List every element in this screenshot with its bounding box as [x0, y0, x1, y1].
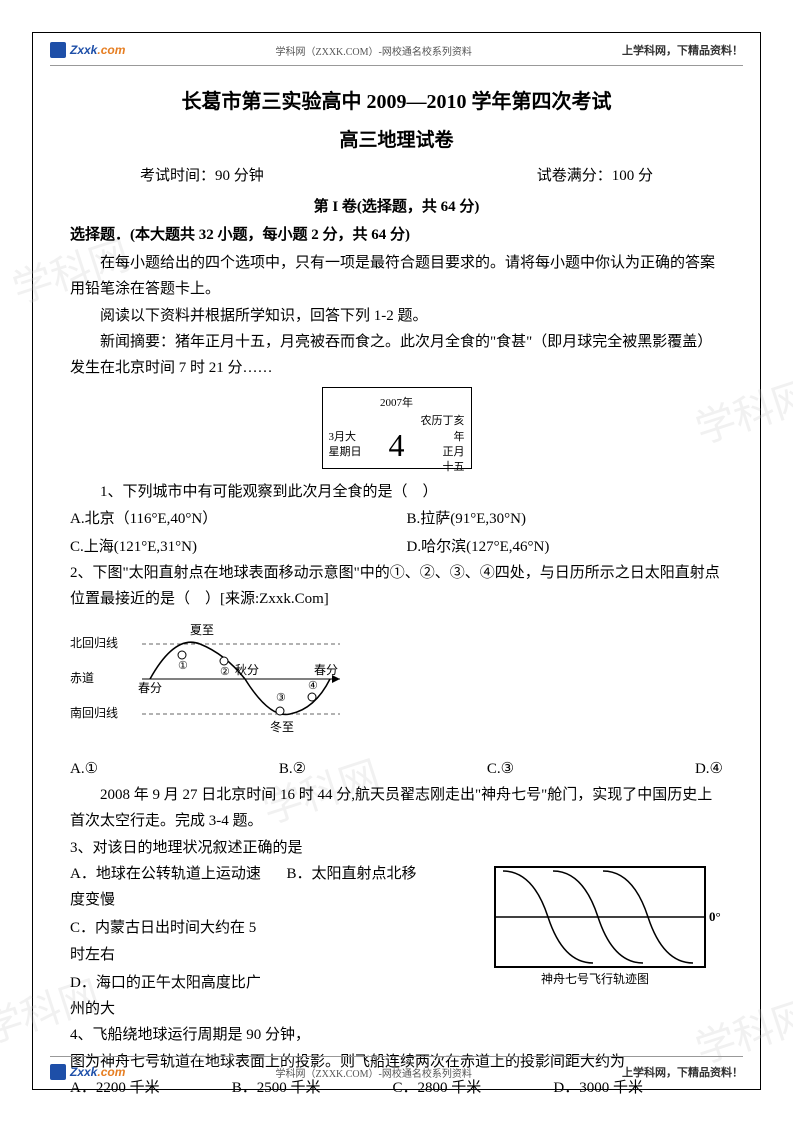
- q2-option-b: B.②: [279, 756, 306, 782]
- label-tropic-s: 南回归线: [70, 705, 118, 720]
- q1-option-a: A.北京（116°E,40°N）: [70, 506, 387, 532]
- q1-option-b: B.拉萨(91°E,30°N): [407, 506, 724, 532]
- diagram2-caption: 神舟七号飞行轨迹图: [541, 972, 649, 986]
- q3-option-b: B．太阳直射点北移: [287, 861, 484, 914]
- q1-option-c: C.上海(121°E,31°N): [70, 534, 387, 560]
- logo-text: Zxxk.com: [70, 43, 125, 57]
- logo-suffix: .com: [97, 1065, 125, 1079]
- logo-icon: [50, 1064, 66, 1080]
- calendar-weekday: 星期日: [329, 445, 374, 460]
- calendar-left: 3月大 星期日: [329, 430, 374, 461]
- calendar-lunar-day: 十五: [419, 460, 464, 475]
- logo: Zxxk.com: [50, 42, 125, 58]
- q4-stem1: 4、飞船绕地球运行周期是 90 分钟，: [70, 1022, 723, 1048]
- label-equator: 赤道: [70, 671, 94, 685]
- title-main: 长葛市第三实验高中 2009—2010 学年第四次考试: [70, 85, 723, 120]
- q2-option-c: C.③: [487, 756, 514, 782]
- q3-options: A．地球在公转轨道上运动速度变慢 B．太阳直射点北移 C．内蒙古日出时间大约在 …: [70, 861, 483, 1023]
- content-area: 长葛市第三实验高中 2009—2010 学年第四次考试 高三地理试卷 考试时间：…: [70, 85, 723, 1037]
- reading-intro: 阅读以下资料并根据所学知识，回答下列 1-2 题。: [70, 303, 723, 329]
- calendar-month: 3月大: [329, 430, 374, 445]
- header-center: 学科网（ZXXK.COM）-网校通名校系列资料: [275, 43, 471, 58]
- calendar: 2007年 3月大 星期日 4 农历丁亥年 正月 十五: [322, 387, 472, 469]
- q2-option-a: A.①: [70, 756, 98, 782]
- header-right: 上学科网，下精品资料！: [622, 42, 743, 58]
- calendar-year: 2007年: [329, 394, 465, 413]
- q2-stem: 2、下图"太阳直射点在地球表面移动示意图"中的①、②、③、④四处，与日历所示之日…: [70, 560, 723, 613]
- q3-option-d: D．海口的正午太阳高度比广州的大: [70, 970, 267, 1023]
- zero-label: 0°: [709, 909, 721, 924]
- logo-name: Zxxk: [70, 43, 97, 57]
- label-spring2: 春分: [314, 663, 338, 677]
- exam-info: 考试时间：90 分钟 试卷满分：100 分: [70, 163, 723, 189]
- footer-logo-text: Zxxk.com: [70, 1065, 125, 1079]
- label-autumn: 秋分: [235, 663, 259, 677]
- news-excerpt: 新闻摘要：猪年正月十五，月亮被吞而食之。此次月全食的"食甚"（即月球完全被黑影覆…: [70, 329, 723, 382]
- title-sub: 高三地理试卷: [70, 124, 723, 157]
- calendar-lunar-year: 农历丁亥年: [419, 414, 464, 445]
- q2-option-d: D.④: [695, 756, 723, 782]
- calendar-lunar-month: 正月: [419, 445, 464, 460]
- diagram-orbit: 0° 神舟七号飞行轨迹图: [493, 865, 723, 990]
- q3-stem: 3、对该日的地理状况叙述正确的是: [70, 835, 723, 861]
- logo-suffix: .com: [97, 43, 125, 57]
- footer-logo: Zxxk.com: [50, 1064, 125, 1080]
- label-p2: ②: [220, 666, 230, 678]
- calendar-day: 4: [374, 417, 419, 473]
- q1-options: A.北京（116°E,40°N） B.拉萨(91°E,30°N) C.上海(12…: [70, 506, 723, 561]
- q3-option-a: A．地球在公转轨道上运动速度变慢: [70, 861, 267, 914]
- label-winter: 冬至: [270, 719, 294, 734]
- logo-icon: [50, 42, 66, 58]
- q2-options: A.① B.② C.③ D.④: [70, 756, 723, 782]
- page-header: Zxxk.com 学科网（ZXXK.COM）-网校通名校系列资料 上学科网，下精…: [50, 42, 743, 58]
- q1-option-d: D.哈尔滨(127°E,46°N): [407, 534, 724, 560]
- q3-option-c: C．内蒙古日出时间大约在 5 时左右: [70, 915, 267, 968]
- diagram-orbit-wrap: 0° 神舟七号飞行轨迹图: [493, 865, 723, 999]
- exam-score: 试卷满分：100 分: [537, 163, 653, 189]
- calendar-right: 农历丁亥年 正月 十五: [419, 414, 464, 476]
- label-summer: 夏至: [190, 623, 214, 637]
- label-p3: ③: [276, 692, 286, 704]
- page-footer: Zxxk.com 学科网（ZXXK.COM）-网校通名校系列资料 上学科网，下精…: [50, 1064, 743, 1080]
- footer-center: 学科网（ZXXK.COM）-网校通名校系列资料: [275, 1065, 471, 1080]
- label-p4: ④: [308, 680, 318, 692]
- footer-right: 上学科网，下精品资料！: [622, 1064, 743, 1080]
- section-title: 第 I 卷(选择题，共 64 分): [70, 194, 723, 220]
- label-spring1: 春分: [138, 681, 162, 695]
- diagram-sun-path: 北回归线 赤道 南回归线 夏至 冬至 春分 秋分 春分 ① ② ③ ④: [70, 619, 350, 739]
- logo-name: Zxxk: [70, 1065, 97, 1079]
- label-p1: ①: [178, 660, 188, 672]
- exam-time: 考试时间：90 分钟: [140, 163, 264, 189]
- section-desc: 选择题．(本大题共 32 小题，每小题 2 分，共 64 分): [70, 222, 723, 248]
- passage2: 2008 年 9 月 27 日北京时间 16 时 44 分,航天员翟志刚走出"神…: [70, 782, 723, 835]
- q1-stem: 1、下列城市中有可能观察到此次月全食的是（ ）: [70, 479, 723, 505]
- label-tropic-n: 北回归线: [70, 636, 118, 650]
- instruction: 在每小题给出的四个选项中，只有一项是最符合题目要求的。请将每小题中你认为正确的答…: [70, 250, 723, 303]
